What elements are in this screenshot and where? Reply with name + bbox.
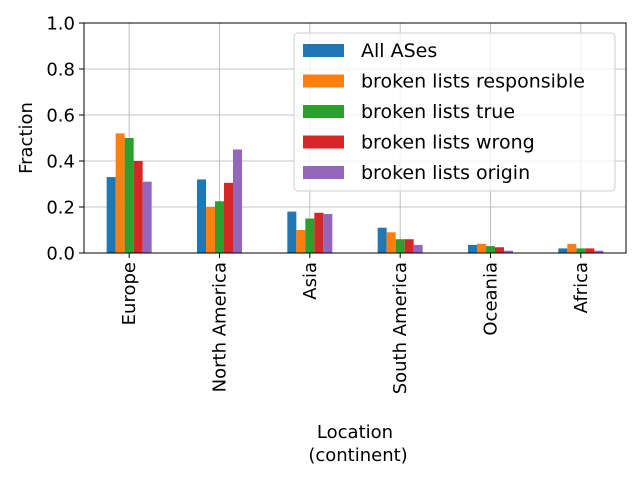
- x-axis-ticks: Europe North America Asia South America Ocea…: [119, 253, 592, 394]
- bar: [206, 207, 215, 253]
- bar: [377, 227, 387, 253]
- x-tick-label: Africa: [571, 262, 592, 313]
- x-tick-label: South America: [390, 262, 411, 394]
- legend-box: [293, 32, 616, 192]
- bar: [323, 213, 333, 253]
- x-axis-label-line-1: Location: [317, 422, 393, 443]
- legend-label: broken lists responsible: [361, 71, 585, 93]
- bar: [413, 244, 423, 253]
- legend-label: All ASes: [361, 40, 437, 62]
- bar: [404, 239, 414, 253]
- legend-swatch: [303, 74, 344, 88]
- bar: [395, 239, 405, 253]
- bar: [495, 247, 504, 253]
- bar: [233, 149, 242, 253]
- legend-label: broken lists true: [361, 101, 515, 123]
- bar: [106, 177, 116, 253]
- bar: [296, 230, 306, 253]
- x-tick-label: North America: [210, 262, 231, 392]
- legend: All ASes broken lists responsible broken l…: [293, 32, 616, 192]
- bar: [314, 212, 324, 253]
- bar: [197, 179, 206, 253]
- bar: [468, 244, 477, 253]
- bar: [224, 182, 233, 253]
- x-tick-label: Oceania: [481, 262, 502, 336]
- x-tick-label: Asia: [300, 262, 321, 300]
- legend-swatch: [303, 105, 344, 118]
- bar: [567, 243, 577, 253]
- y-tick-label: 0.0: [46, 244, 75, 265]
- y-tick-label: 1.0: [46, 14, 75, 35]
- bar: [594, 250, 604, 253]
- bar: [133, 161, 143, 253]
- bar: [386, 232, 396, 253]
- bar: [124, 138, 134, 253]
- x-tick-label: Europe: [119, 262, 140, 325]
- bar: [558, 248, 568, 253]
- legend-label: broken lists wrong: [361, 132, 535, 154]
- y-axis-ticks: 0.0 0.2 0.4 0.6 0.8 1.0: [46, 14, 84, 265]
- y-axis-label: Fraction: [16, 102, 37, 174]
- x-axis-label-line-2: (continent): [308, 445, 407, 466]
- bar: [486, 246, 495, 253]
- bar: [142, 181, 152, 253]
- bar: [215, 201, 224, 253]
- bar: [305, 218, 315, 253]
- bar: [576, 248, 586, 253]
- legend-swatch: [303, 135, 344, 149]
- bars: [106, 133, 604, 253]
- bar: [477, 243, 486, 253]
- bar: [585, 248, 595, 253]
- bar: [115, 133, 125, 253]
- bar: [287, 211, 297, 253]
- y-tick-label: 0.2: [46, 198, 75, 219]
- legend-swatch: [303, 44, 344, 57]
- plot-area-frame: [83, 22, 627, 254]
- legend-label: broken lists origin: [361, 162, 530, 184]
- y-tick-label: 0.6: [46, 106, 75, 127]
- legend-swatch: [303, 166, 344, 179]
- y-tick-label: 0.4: [46, 152, 75, 173]
- bar: [504, 250, 513, 253]
- y-tick-label: 0.8: [46, 60, 75, 81]
